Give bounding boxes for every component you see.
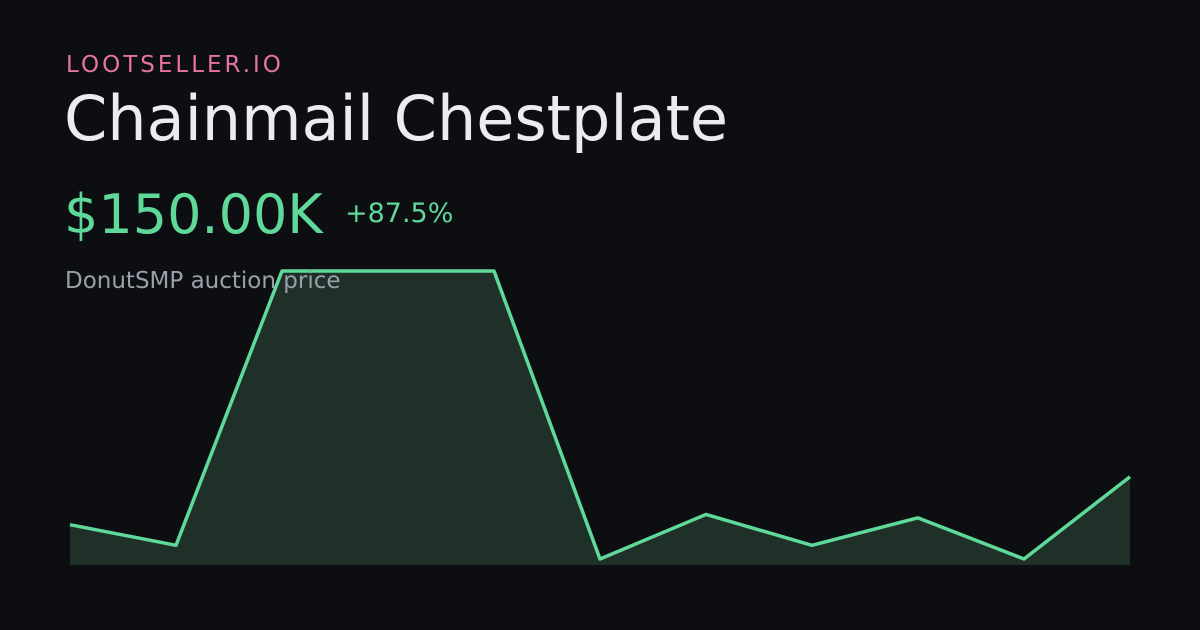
price-line (69, 269, 1132, 561)
change: +87.5% (345, 198, 454, 229)
area-fill (70, 271, 1130, 565)
price: $150.00K (64, 183, 323, 246)
subtitle: DonutSMP auction price (65, 268, 341, 294)
title: Chainmail Chestplate (64, 82, 729, 155)
brand: LOOTSELLER.IO (66, 52, 284, 78)
